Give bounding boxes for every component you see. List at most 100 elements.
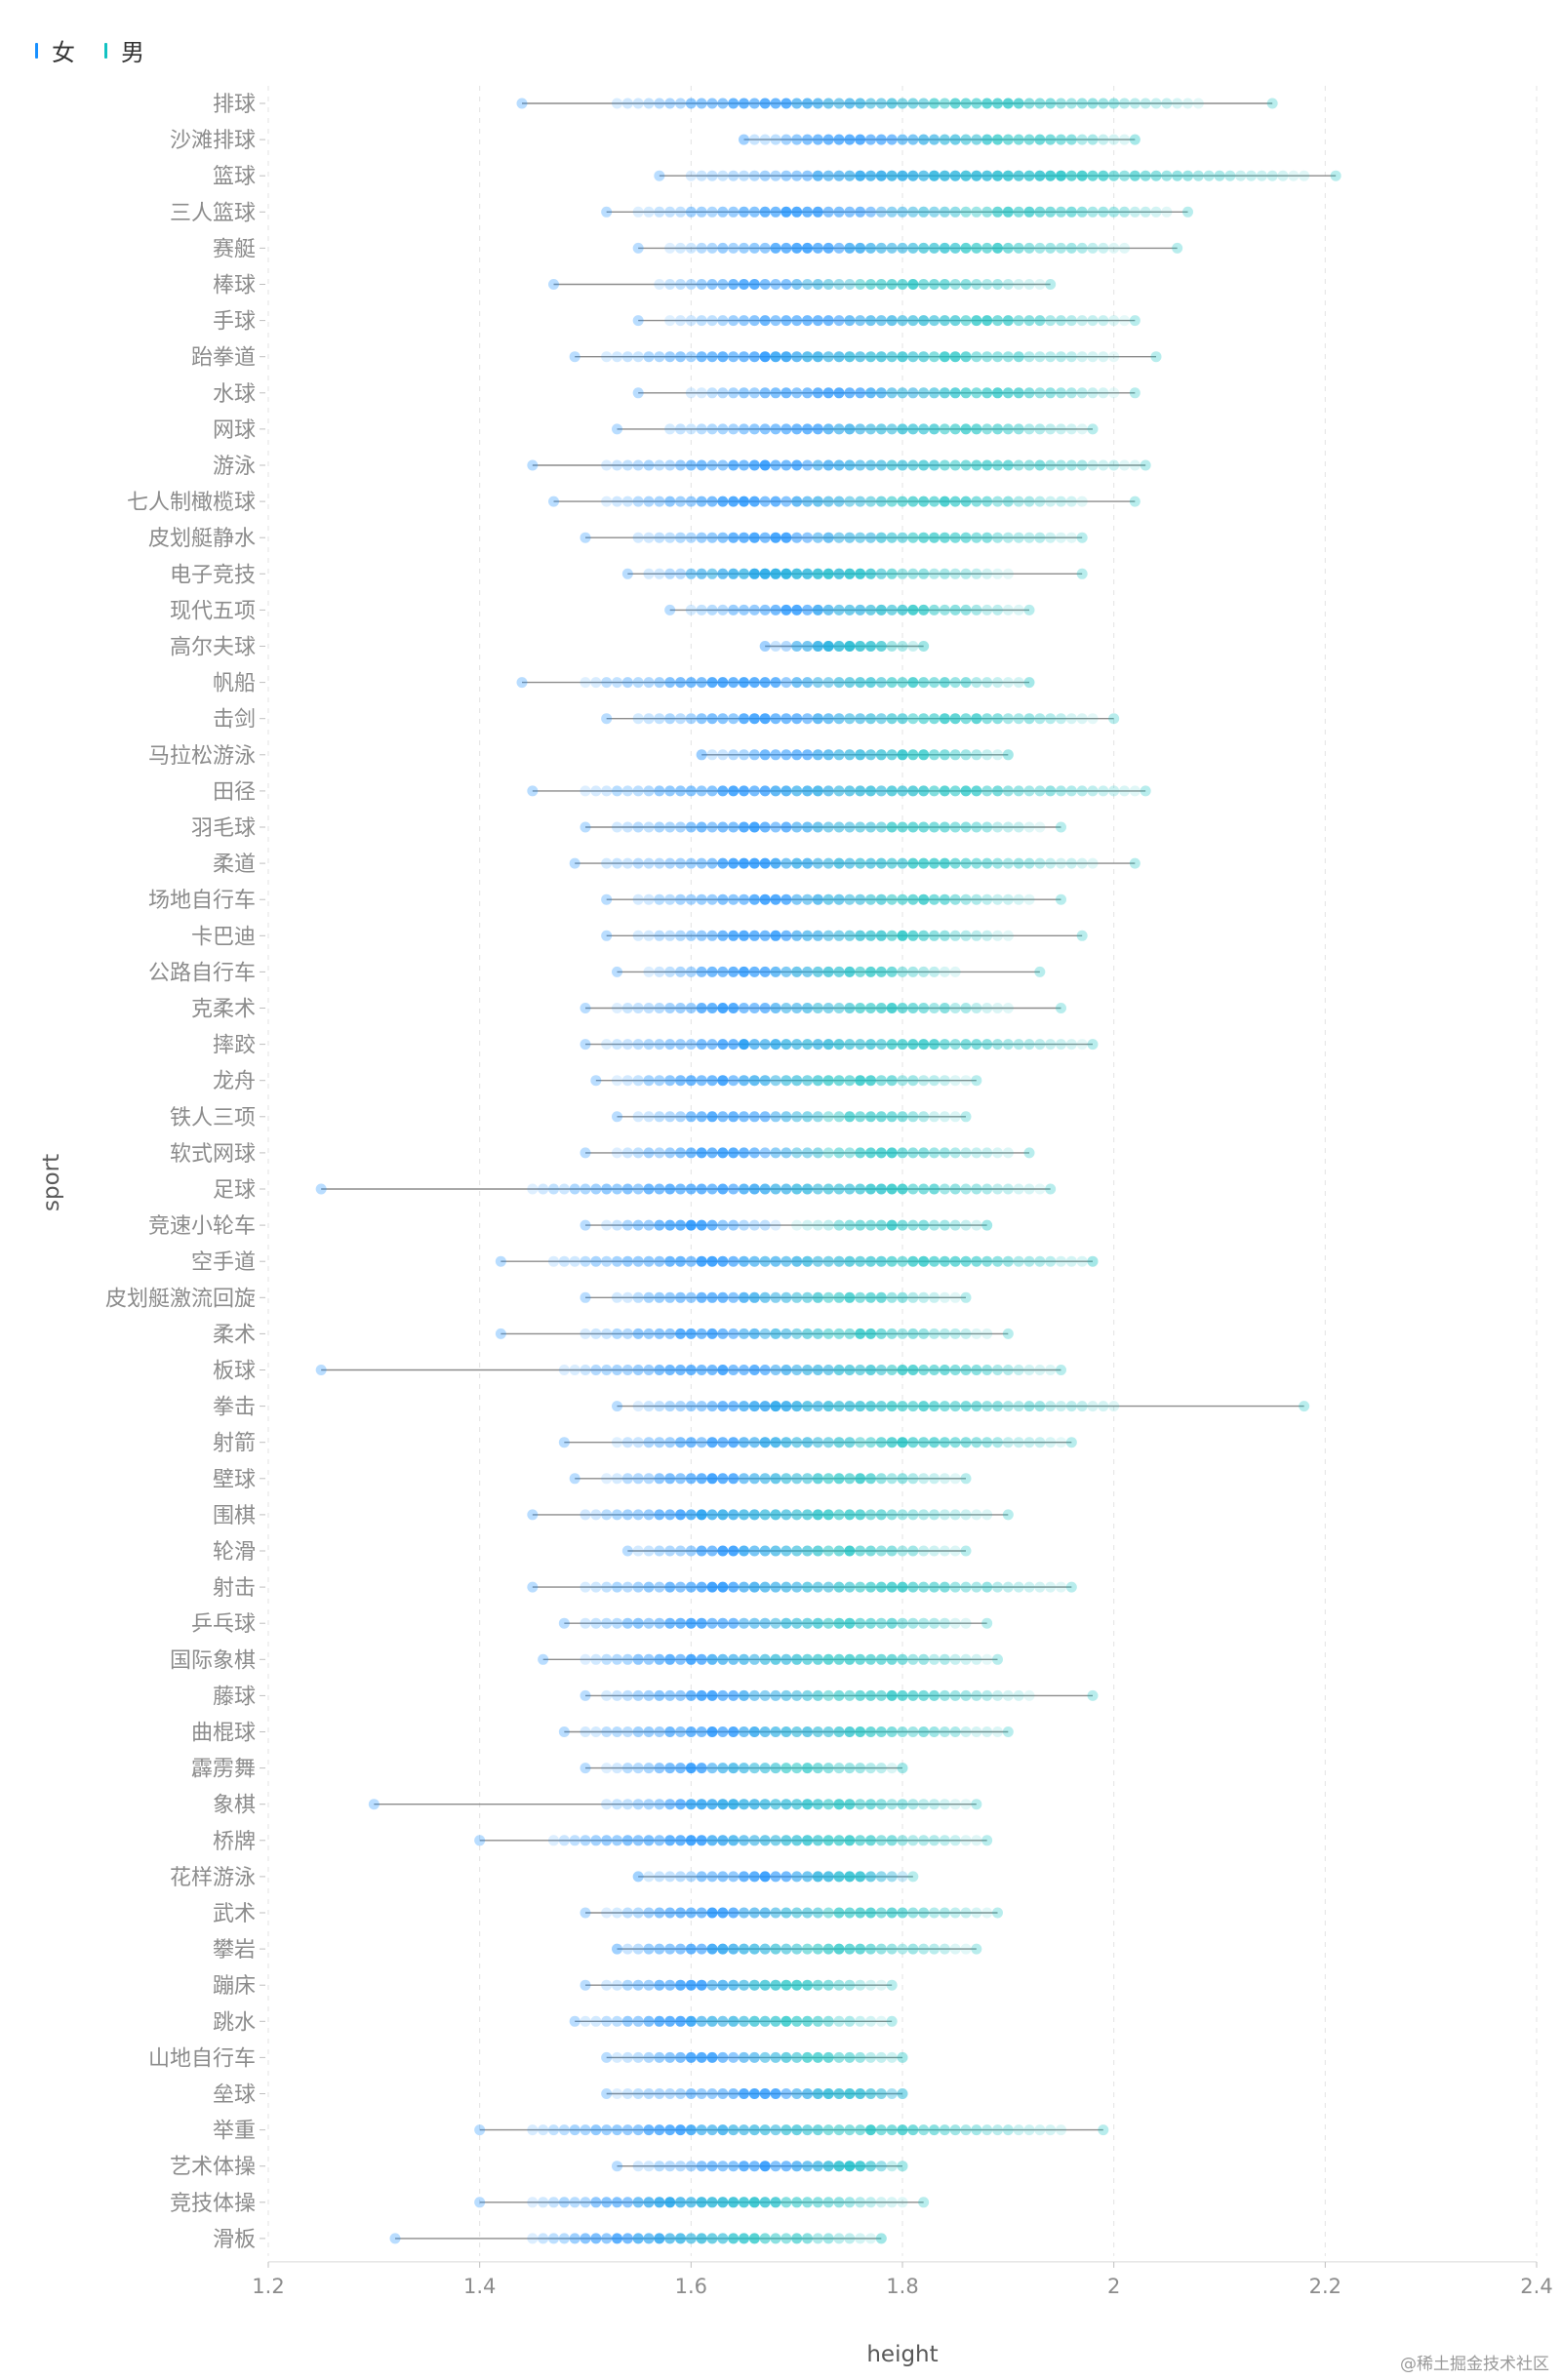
dot-female (875, 785, 887, 797)
dot-male (802, 1943, 813, 1955)
dot-male (844, 749, 856, 761)
dot-female (675, 1039, 686, 1051)
dot-female (706, 966, 718, 977)
dot-male (939, 1509, 950, 1521)
dot-female (717, 1617, 729, 1629)
dot-male (1034, 496, 1046, 507)
dot-female (590, 1328, 602, 1339)
dot-female (875, 2088, 887, 2099)
dot-female (558, 2233, 570, 2244)
dot-male (1119, 98, 1130, 109)
dot-male (886, 749, 898, 761)
dot-female (632, 1219, 644, 1231)
dot-female (601, 1907, 613, 1919)
dot-male (780, 1401, 792, 1412)
dot-male (865, 1653, 876, 1665)
dot-male (949, 351, 961, 363)
dot-male (949, 1509, 961, 1521)
dot-male (981, 604, 993, 615)
dot-female (918, 315, 930, 327)
dot-female (685, 1291, 697, 1303)
dot-male (739, 1328, 749, 1339)
dot-male (822, 893, 834, 905)
dot-male (865, 1183, 876, 1195)
dot-male (971, 1581, 982, 1593)
dot-male (728, 2015, 740, 2027)
dot-female (643, 1401, 655, 1412)
dot-female (886, 423, 898, 435)
dot-female (632, 893, 644, 905)
dot-male (875, 821, 887, 833)
range-min-point (590, 1075, 602, 1087)
dot-female (601, 2233, 613, 2244)
dot-male (1023, 1183, 1035, 1195)
dot-female (675, 1689, 686, 1701)
dot-female (780, 279, 792, 290)
dot-male (1087, 713, 1099, 725)
dot-male (886, 1473, 898, 1485)
dot-male (833, 1328, 845, 1339)
dot-male (717, 1943, 729, 1955)
dot-female (675, 1653, 686, 1665)
dot-male (949, 134, 961, 145)
dot-male (939, 2124, 950, 2136)
dot-female (748, 749, 760, 761)
y-tick-label: 软式网球 (170, 1142, 256, 1167)
dot-male (918, 134, 930, 145)
range-min-point (548, 279, 559, 290)
dot-male (844, 1835, 856, 1846)
dot-male (918, 1689, 930, 1701)
dot-female (643, 1689, 655, 1701)
dot-female (739, 1689, 749, 1701)
dot-female (770, 387, 781, 399)
dot-male (833, 1473, 845, 1485)
dot-male (875, 2161, 887, 2172)
dot-male (960, 134, 972, 145)
dot-male (802, 1545, 813, 1557)
dot-female (632, 1726, 644, 1737)
dot-female (685, 2124, 697, 2136)
dot-female (654, 785, 665, 797)
dot-female (696, 206, 707, 218)
dot-female (780, 857, 792, 869)
dot-male (802, 677, 813, 689)
dot-female (643, 2088, 655, 2099)
dot-male (844, 1075, 856, 1087)
dot-male (960, 749, 972, 761)
dot-male (971, 1147, 982, 1159)
dot-male (886, 1689, 898, 1701)
dot-female (696, 2051, 707, 2063)
dot-male (918, 677, 930, 689)
dot-male (791, 677, 803, 689)
dot-female (706, 1979, 718, 1991)
dot-female (886, 242, 898, 254)
dot-male (844, 1147, 856, 1159)
dot-female (601, 1617, 613, 1629)
dot-female (791, 604, 803, 615)
dot-female (717, 893, 729, 905)
dot-female (822, 206, 834, 218)
dot-female (621, 2197, 633, 2208)
dot-male (960, 1943, 972, 1955)
dot-female (739, 930, 749, 941)
dot-female (685, 1473, 697, 1485)
legend-item-male[interactable]: 男 (104, 33, 144, 67)
dot-female (654, 1726, 665, 1737)
dot-male (1002, 677, 1014, 689)
dot-female (664, 966, 676, 977)
dot-male (939, 966, 950, 977)
dot-male (780, 1291, 792, 1303)
legend-item-female[interactable]: 女 (35, 33, 75, 67)
dot-male (971, 1401, 982, 1412)
dot-female (696, 532, 707, 543)
dot-male (791, 279, 803, 290)
dot-female (812, 1689, 823, 1701)
dot-female (759, 315, 771, 327)
dot-male (822, 423, 834, 435)
dot-male (822, 1437, 834, 1448)
dot-male (1246, 170, 1257, 181)
dot-female (759, 351, 771, 363)
dot-female (717, 206, 729, 218)
dot-female (601, 496, 613, 507)
dot-male (1002, 749, 1014, 761)
